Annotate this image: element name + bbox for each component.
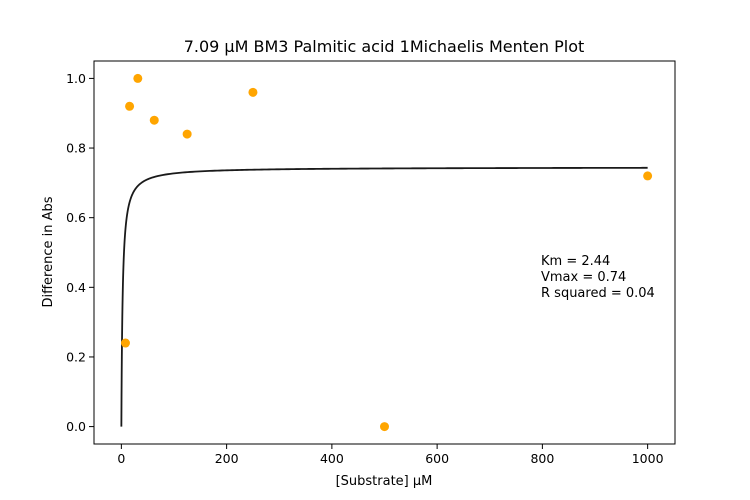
x-axis: 0 200 400 600 800 1000: [117, 444, 664, 466]
data-point: [149, 115, 159, 125]
fit-annotation: Km = 2.44 Vmax = 0.74 R squared = 0.04: [541, 254, 655, 301]
data-point: [248, 87, 258, 97]
data-point: [125, 101, 135, 111]
y-axis: 0.0 0.2 0.4 0.6 0.8 1.0: [66, 71, 94, 434]
r-squared-annotation: R squared = 0.04: [541, 286, 655, 301]
km-annotation: Km = 2.44: [541, 254, 610, 269]
data-point: [182, 129, 192, 139]
x-tick-label: 1000: [632, 451, 664, 466]
x-tick-label: 600: [425, 451, 449, 466]
y-tick-label: 0.2: [66, 349, 86, 364]
y-axis-label: Difference in Abs: [41, 196, 56, 307]
vmax-annotation: Vmax = 0.74: [541, 270, 626, 285]
x-tick-label: 400: [320, 451, 344, 466]
fit-curve: [120, 166, 648, 427]
y-tick-label: 0.0: [66, 419, 86, 434]
data-points: [120, 73, 653, 432]
plot-area: [93, 60, 676, 445]
y-tick-label: 1.0: [66, 71, 86, 86]
plot-frame: [93, 60, 676, 445]
data-point: [380, 422, 389, 432]
x-tick-label: 0: [117, 451, 125, 466]
data-point: [643, 171, 653, 181]
y-tick-label: 0.6: [66, 210, 86, 225]
data-point: [120, 338, 130, 348]
y-tick-label: 0.4: [66, 280, 86, 295]
x-tick-label: 800: [530, 451, 554, 466]
y-tick-label: 0.8: [66, 141, 86, 156]
x-tick-label: 200: [215, 451, 239, 466]
data-point: [133, 73, 143, 83]
x-axis-label: [Substrate] µM: [336, 474, 433, 489]
chart-title: 7.09 µM BM3 Palmitic acid 1Michaelis Men…: [184, 37, 585, 56]
